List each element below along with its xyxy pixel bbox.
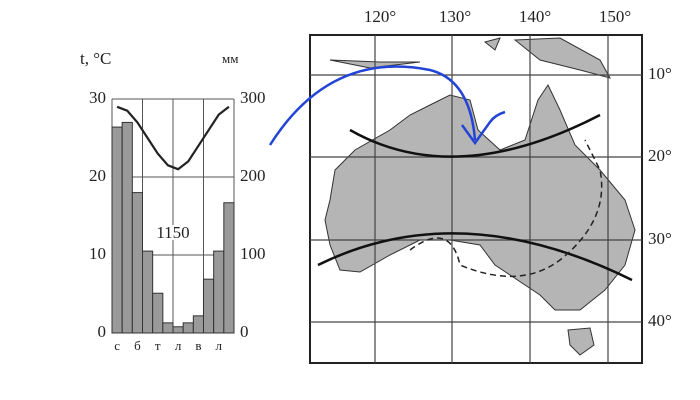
x-tick-label: л [175,338,182,353]
lat-label: 30° [648,229,672,248]
x-tick-label: в [195,338,201,353]
y2-tick-label: 300 [240,88,266,107]
bar [131,192,143,334]
tasmania [567,327,595,356]
y2-tick-label: 100 [240,244,266,263]
australia [324,83,636,311]
bar [111,126,123,334]
bar [172,326,184,334]
temperature-line [116,105,230,171]
bar [223,202,235,334]
y-tick-label: 30 [89,88,106,107]
dashed-line [409,139,603,278]
bar [142,250,154,334]
lon-label: 140° [519,7,551,26]
y-axis-label: t, °C [80,49,111,68]
bar [203,278,215,334]
lon-label: 150° [599,7,631,26]
annotation: 1150 [156,223,189,242]
y-tick-label: 10 [89,244,106,263]
x-tick-label: б [134,338,141,353]
y2-axis-label: мм [222,51,238,66]
boundary-north [349,113,601,158]
arrow [268,65,506,146]
x-tick-label: т [155,338,161,353]
bar [213,250,225,334]
lat-label: 40° [648,311,672,330]
y-tick-label: 0 [98,322,107,341]
lon-label: 120° [364,7,396,26]
y2-tick-label: 200 [240,166,266,185]
bar [121,121,133,334]
x-tick-label: с [114,338,120,353]
bar [162,322,174,334]
lat-label: 20° [648,146,672,165]
lat-label: 10° [648,64,672,83]
bar [182,322,194,334]
lon-label: 130° [439,7,471,26]
map: 120° 130° 140° 150° 10° 20° 30° 40° [268,7,672,364]
y-tick-label: 20 [89,166,106,185]
x-tick-label: л [216,338,223,353]
bar [192,315,204,334]
islands [329,37,612,79]
y2-tick-label: 0 [240,322,249,341]
bar [152,292,164,334]
boundary-south [317,232,633,282]
map-grid [310,35,642,363]
